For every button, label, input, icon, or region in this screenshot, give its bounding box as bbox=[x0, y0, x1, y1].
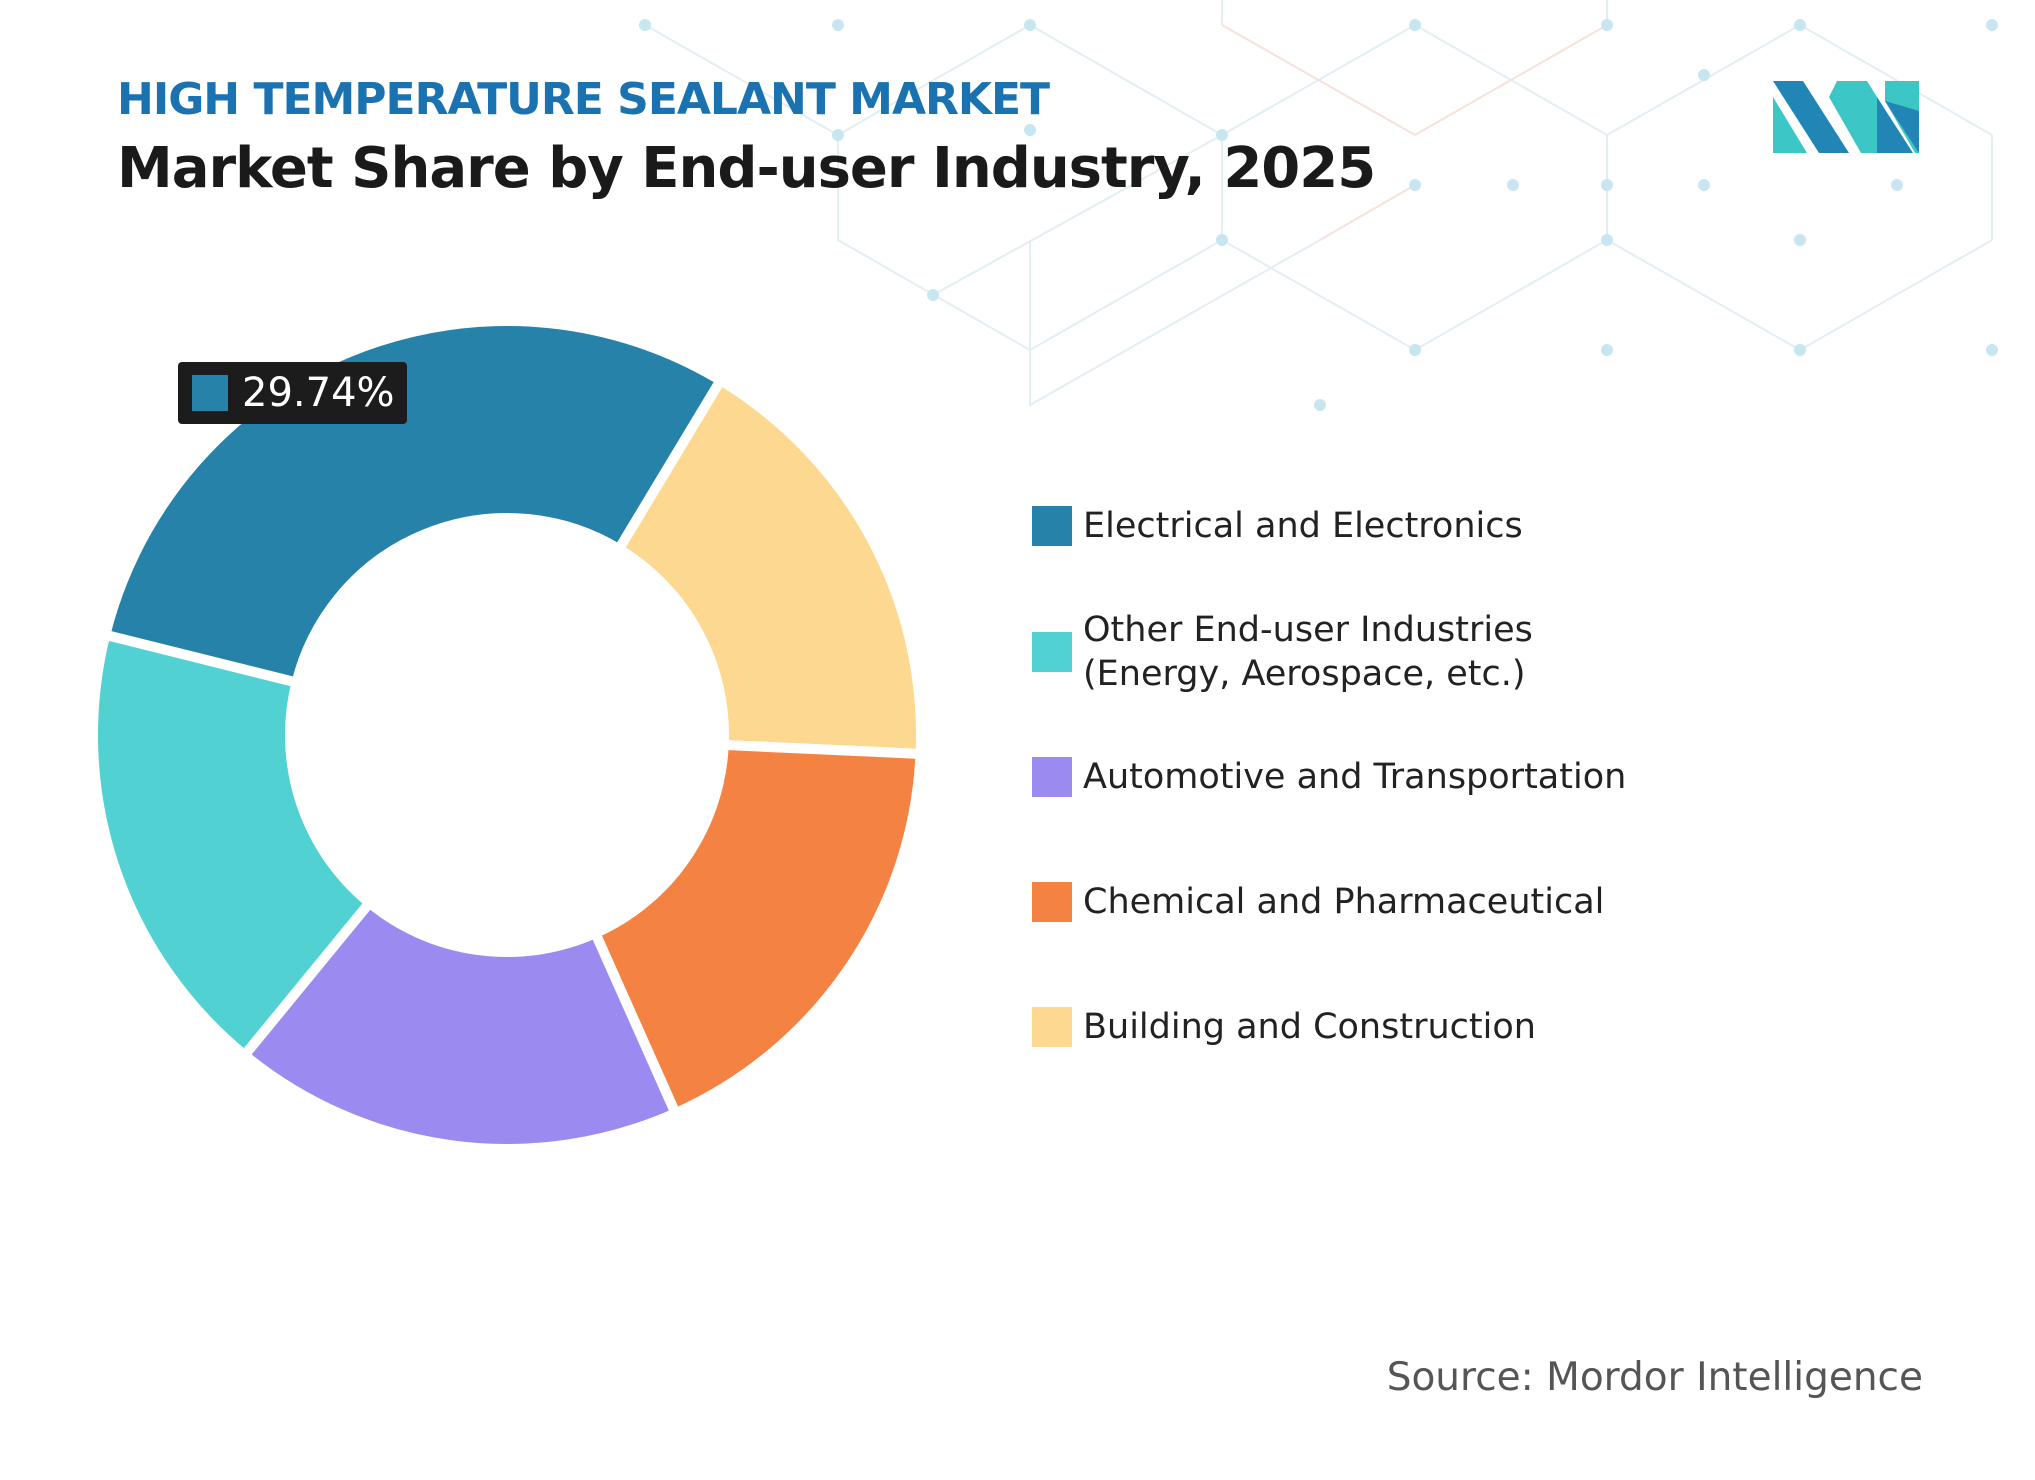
legend-swatch bbox=[1032, 882, 1072, 922]
donut-slice-chemical bbox=[588, 739, 926, 1120]
legend-label: Chemical and Pharmaceutical bbox=[1083, 882, 1605, 922]
donut-chart bbox=[88, 316, 926, 1154]
donut-slice-building bbox=[612, 373, 926, 760]
legend-swatch bbox=[1032, 1007, 1072, 1047]
legend-item-automotive: Automotive and Transportation bbox=[1032, 755, 1626, 799]
data-label-swatch bbox=[192, 375, 228, 411]
legend-label: Automotive and Transportation bbox=[1083, 757, 1627, 797]
legend-swatch bbox=[1032, 506, 1072, 546]
data-label-text: 29.74% bbox=[242, 370, 395, 416]
legend-label: Building and Construction bbox=[1083, 1007, 1536, 1047]
legend-item-other: Other End-user Industries (Energy, Aerosp… bbox=[1032, 608, 1533, 696]
legend-label-line2: (Energy, Aerospace, etc.) bbox=[1083, 654, 1526, 694]
donut-slice-other bbox=[88, 628, 377, 1063]
data-label-electrical: 29.74% bbox=[178, 362, 407, 424]
donut-slice-automotive bbox=[237, 895, 683, 1154]
legend-label-line1: Other End-user Industries bbox=[1083, 610, 1533, 650]
legend-label: Other End-user Industries (Energy, Aerosp… bbox=[1083, 608, 1533, 696]
legend-label: Electrical and Electronics bbox=[1083, 506, 1523, 546]
legend-swatch bbox=[1032, 632, 1072, 672]
legend-item-building: Building and Construction bbox=[1032, 1005, 1536, 1049]
legend-swatch bbox=[1032, 757, 1072, 797]
chart-kicker: HIGH TEMPERATURE SEALANT MARKET bbox=[117, 74, 1050, 125]
legend-item-electrical: Electrical and Electronics bbox=[1032, 504, 1523, 548]
mordor-logo bbox=[1773, 81, 1919, 153]
chart-title: Market Share by End-user Industry, 2025 bbox=[117, 136, 1376, 201]
legend-item-chemical: Chemical and Pharmaceutical bbox=[1032, 880, 1604, 924]
source-note: Source: Mordor Intelligence bbox=[1386, 1355, 1923, 1400]
